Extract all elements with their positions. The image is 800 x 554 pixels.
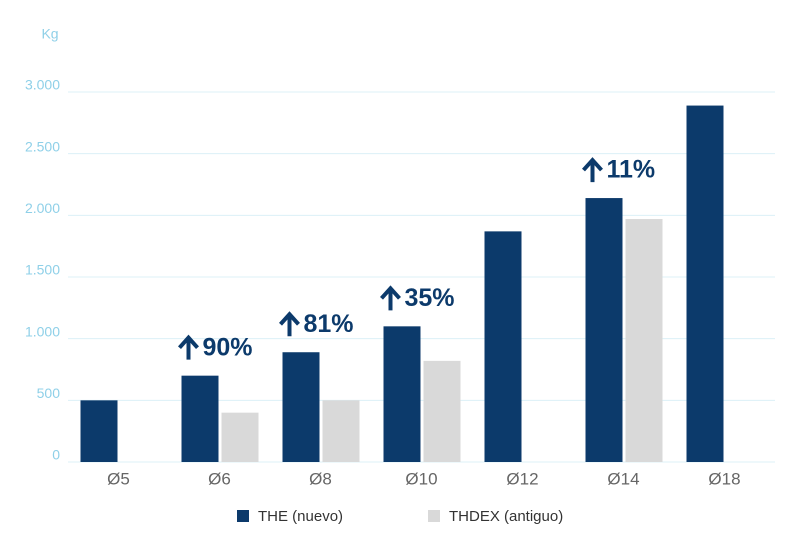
bar <box>221 412 259 462</box>
bar <box>625 219 663 462</box>
x-tick-label: Ø6 <box>208 469 231 488</box>
bar <box>181 375 219 462</box>
legend-label: THE (nuevo) <box>258 508 343 525</box>
annotation: 81% <box>304 310 354 338</box>
bar <box>484 231 522 462</box>
x-tick-label: Ø8 <box>309 469 332 488</box>
arrow-icon <box>582 157 603 183</box>
annotation: 11% <box>607 156 656 184</box>
bar <box>423 360 461 462</box>
bar <box>585 198 623 463</box>
x-tick-label: Ø14 <box>607 469 639 488</box>
x-tick-label: Ø12 <box>506 469 538 488</box>
y-axis-label: Kg <box>41 26 58 42</box>
x-tick-label: Ø18 <box>708 469 740 488</box>
legend-swatch <box>428 510 440 522</box>
arrow-icon <box>279 311 300 337</box>
bar <box>282 352 320 462</box>
y-tick-label: 1.500 <box>25 262 60 278</box>
bar <box>80 400 118 462</box>
y-tick-label: 1.000 <box>25 323 60 339</box>
x-tick-label: Ø5 <box>107 469 130 488</box>
x-tick-label: Ø10 <box>405 469 437 488</box>
legend-label: THDEX (antiguo) <box>449 508 563 525</box>
arrow-icon <box>380 285 401 311</box>
y-tick-label: 3.000 <box>25 77 60 93</box>
bar <box>322 400 360 462</box>
y-tick-label: 500 <box>37 385 61 401</box>
arrow-icon <box>178 334 199 360</box>
y-tick-label: 0 <box>52 447 60 463</box>
annotation: 90% <box>203 333 253 361</box>
y-tick-label: 2.500 <box>25 138 60 154</box>
y-tick-label: 2.000 <box>25 200 60 216</box>
bar <box>686 105 724 463</box>
annotation: 35% <box>405 284 455 312</box>
bar <box>383 326 421 462</box>
legend-swatch <box>237 510 249 522</box>
